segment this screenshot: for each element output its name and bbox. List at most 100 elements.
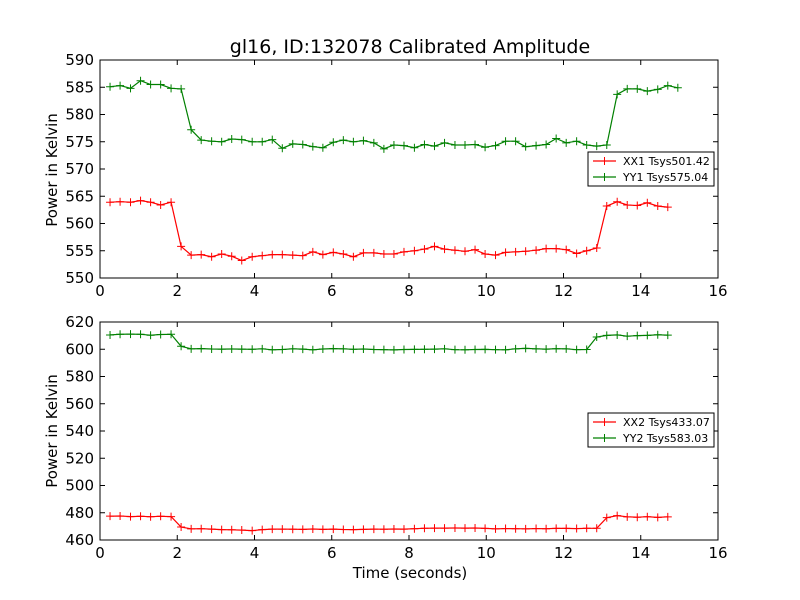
top-data-point: [623, 84, 632, 93]
top-data-point: [572, 137, 581, 146]
bottom-data-point: [177, 342, 186, 351]
bottom-data-point: [116, 330, 125, 339]
bottom-data-point: [440, 524, 449, 533]
bottom-data-point: [156, 512, 165, 521]
top-legend-label: YY1 Tsys575.04: [622, 171, 708, 184]
top-x-tick-label: 14: [631, 282, 650, 300]
bottom-data-point: [258, 344, 267, 353]
bottom-data-point: [501, 345, 510, 354]
top-data-point: [197, 136, 206, 145]
top-data-point: [471, 140, 480, 149]
top-x-tick-label: 16: [708, 282, 727, 300]
top-data-point: [562, 138, 571, 147]
top-data-point: [268, 250, 277, 259]
top-data-point: [562, 245, 571, 254]
bottom-legend-marker: [600, 418, 609, 426]
top-data-point: [288, 139, 297, 148]
bottom-data-point: [207, 525, 216, 534]
top-y-tick-label: 550: [65, 269, 94, 287]
top-data-point: [318, 143, 327, 152]
top-data-point: [126, 198, 135, 207]
bottom-data-point: [532, 344, 541, 353]
top-series-0: [106, 196, 672, 265]
top-data-point: [430, 242, 439, 251]
bottom-data-point: [156, 330, 165, 339]
top-data-point: [399, 247, 408, 256]
top-data-point: [653, 85, 662, 94]
bottom-data-point: [521, 344, 530, 353]
bottom-data-point: [399, 345, 408, 354]
bottom-data-point: [268, 525, 277, 534]
top-data-point: [542, 244, 551, 253]
bottom-data-point: [562, 344, 571, 353]
top-data-point: [177, 242, 186, 251]
top-data-point: [643, 87, 652, 96]
bottom-data-point: [268, 345, 277, 354]
bottom-data-point: [521, 524, 530, 533]
top-data-point: [248, 137, 257, 146]
top-data-point: [613, 90, 622, 99]
bottom-legend: XX2 Tsys433.07 YY2 Tsys583.03: [587, 412, 715, 448]
top-x-tick-label: 0: [95, 282, 105, 300]
top-y-tick-label: 580: [65, 106, 94, 124]
top-y-tick-label: 570: [65, 160, 94, 178]
bottom-legend-label: YY2 Tsys583.03: [622, 432, 708, 445]
bottom-data-point: [318, 525, 327, 534]
bottom-data-point: [633, 331, 642, 340]
top-data-point: [329, 248, 338, 257]
top-data-point: [532, 246, 541, 255]
bottom-legend-box: [587, 412, 715, 448]
top-data-point: [146, 80, 155, 89]
bottom-data-point: [653, 330, 662, 339]
bottom-data-point: [146, 512, 155, 521]
bottom-data-point: [318, 344, 327, 353]
top-data-point: [511, 137, 520, 146]
top-data-point: [268, 135, 277, 144]
bottom-data-point: [329, 344, 338, 353]
bottom-data-point: [349, 345, 358, 354]
bottom-data-point: [430, 345, 439, 354]
bottom-data-point: [471, 524, 480, 533]
top-data-point: [227, 252, 236, 261]
top-data-point: [389, 250, 398, 259]
bottom-y-tick-label: 500: [65, 477, 94, 495]
top-data-point: [440, 245, 449, 254]
bottom-data-point: [379, 525, 388, 534]
bottom-data-point: [217, 345, 226, 354]
bottom-data-point: [552, 524, 561, 533]
bottom-x-tick-label: 2: [172, 544, 182, 562]
top-x-tick-label: 10: [477, 282, 496, 300]
bottom-series-1: [106, 330, 672, 354]
bottom-data-point: [582, 524, 591, 533]
top-data-point: [177, 84, 186, 93]
bottom-data-point: [349, 525, 358, 534]
bottom-x-tick-label: 0: [95, 544, 105, 562]
top-data-point: [602, 202, 611, 211]
top-data-point: [633, 201, 642, 210]
bottom-data-point: [481, 524, 490, 533]
bottom-x-tick-label: 4: [250, 544, 260, 562]
bottom-y-tick-label: 540: [65, 422, 94, 440]
top-data-point: [136, 196, 145, 205]
top-data-point: [471, 245, 480, 254]
top-data-point: [389, 141, 398, 150]
top-legend-label: XX1 Tsys501.42: [623, 155, 710, 168]
bottom-data-point: [420, 345, 429, 354]
top-data-point: [379, 250, 388, 259]
bottom-data-point: [126, 330, 135, 339]
bottom-data-point: [227, 344, 236, 353]
bottom-data-point: [389, 524, 398, 533]
bottom-data-point: [308, 524, 317, 533]
top-data-point: [248, 252, 257, 261]
bottom-data-point: [552, 344, 561, 353]
top-y-tick-label: 585: [65, 78, 94, 96]
bottom-data-point: [339, 525, 348, 534]
top-data-point: [308, 247, 317, 256]
top-data-point: [450, 246, 459, 255]
bottom-data-point: [410, 524, 419, 533]
bottom-data-point: [399, 525, 408, 534]
bottom-data-point: [542, 524, 551, 533]
bottom-data-point: [440, 344, 449, 353]
bottom-data-point: [461, 345, 470, 354]
bottom-x-tick-label: 10: [477, 544, 496, 562]
